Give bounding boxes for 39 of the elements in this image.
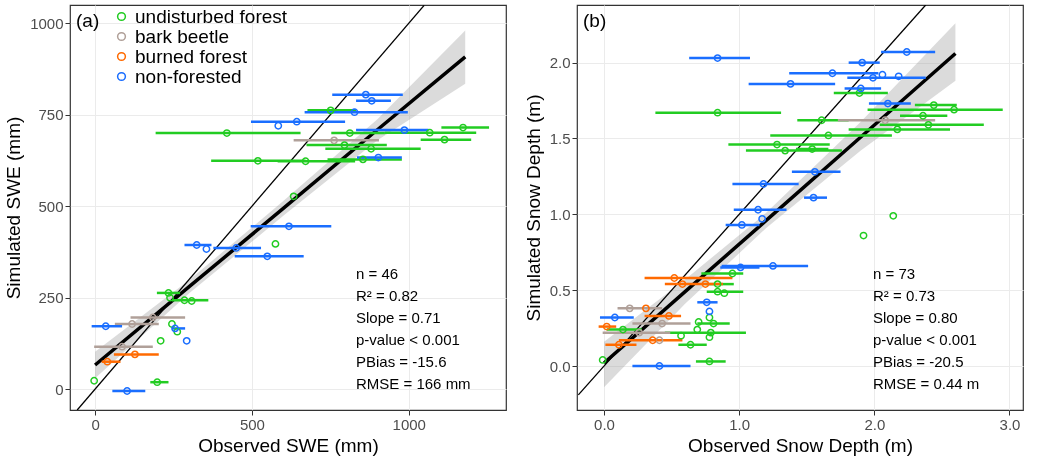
y-tick-label: 1.0 (549, 205, 571, 223)
y-tick-label: 0.5 (549, 281, 571, 299)
x-tick-label: 1.0 (729, 415, 751, 433)
legend-label: bark beetle (135, 25, 230, 47)
legend-label: undisturbed forest (135, 5, 288, 27)
y-axis-title: Simulated Snow Depth (m) (522, 94, 544, 322)
y-axis-title: Simulated SWE (mm) (3, 116, 25, 300)
y-tick-label: 500 (38, 197, 64, 215)
y-tick-label: 1.5 (549, 129, 571, 147)
x-axis-title: Observed Snow Depth (m) (688, 434, 913, 456)
y-tick-label: 750 (38, 106, 64, 124)
x-tick-label: 500 (239, 415, 265, 433)
x-axis-title: Observed SWE (mm) (198, 434, 379, 456)
annotation: p-value < 0.001 (873, 331, 977, 348)
y-tick-label: 2.0 (549, 54, 571, 72)
annotation: (b) (583, 10, 607, 31)
annotation: RMSE = 166 mm (356, 375, 471, 392)
x-tick-label: 0.0 (594, 415, 615, 433)
annotation: n = 46 (356, 265, 399, 282)
y-tick-label: 0 (55, 380, 64, 398)
y-tick-label: 250 (38, 289, 64, 307)
legend-label: burned forest (135, 45, 248, 67)
annotation: R² = 0.73 (873, 287, 936, 304)
x-tick-label: 3.0 (999, 415, 1021, 433)
annotation: RMSE = 0.44 m (873, 375, 980, 392)
annotation: p-value < 0.001 (356, 331, 460, 348)
annotation: Slope = 0.80 (873, 309, 958, 326)
annotation: R² = 0.82 (356, 287, 419, 304)
legend-label: non-forested (135, 65, 242, 87)
x-tick-label: 1000 (392, 415, 426, 433)
y-tick-label: 1000 (30, 14, 64, 32)
annotation: PBias = -15.6 (356, 353, 447, 370)
annotation: n = 73 (873, 265, 916, 282)
annotation: Slope = 0.71 (356, 309, 441, 326)
annotation: (a) (76, 10, 100, 31)
y-tick-label: 0.0 (549, 357, 571, 375)
x-tick-label: 0 (91, 415, 100, 433)
annotation: PBias = -20.5 (873, 353, 964, 370)
x-tick-label: 2.0 (864, 415, 886, 433)
